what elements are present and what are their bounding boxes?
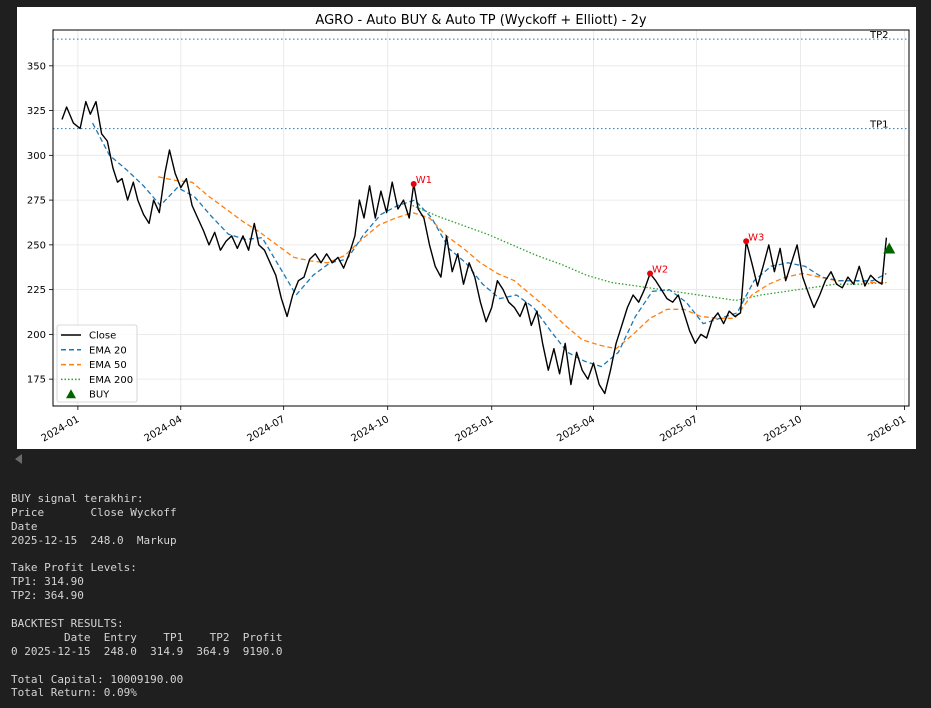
wave-marker-w1 (410, 180, 417, 187)
legend-label: BUY (89, 390, 110, 401)
console-output: BUY signal terakhir: Price Close Wyckoff D… (11, 492, 283, 700)
console-line (11, 548, 283, 562)
x-tick-label: 2026-01 (866, 414, 908, 444)
tp-label-tp2: TP2 (869, 30, 889, 41)
y-tick-label: 200 (27, 330, 46, 341)
console-line (11, 603, 283, 617)
wave-label-w1: W1 (416, 175, 432, 186)
series-line-ema-200 (412, 204, 887, 302)
legend-box (56, 324, 138, 403)
chart-title: AGRO - Auto BUY & Auto TP (Wyckoff + Ell… (315, 13, 646, 28)
axis-ticks: 175 200 225 250 275 300 325 350 2024-01 2024-04 20… (27, 61, 908, 444)
console-line: Date Entry TP1 TP2 Profit (11, 630, 283, 644)
y-tick-label: 175 (27, 375, 46, 386)
y-tick-label: 250 (27, 240, 46, 251)
console-line: Price Close Wyckoff (11, 505, 177, 519)
x-tick-label: 2025-10 (762, 414, 804, 444)
chart-legend: Close EMA 20 EMA 50 EMA 200 BUY (56, 324, 138, 403)
x-tick-label: 2024-07 (245, 414, 287, 444)
scroll-left-arrow-icon[interactable] (15, 454, 22, 464)
x-tick-label: 2024-04 (143, 414, 185, 444)
legend-label: EMA 50 (89, 360, 127, 371)
y-tick-label: 225 (27, 285, 46, 296)
x-tick-label: 2025-01 (454, 414, 496, 444)
chart-svg: AGRO - Auto BUY & Auto TP (Wyckoff + Ell… (27, 13, 910, 444)
wave-label-w3: W3 (748, 232, 764, 243)
y-tick-label: 350 (27, 61, 46, 72)
x-tick-label: 2024-10 (350, 414, 392, 444)
series-line-close (61, 100, 888, 395)
console-line: 2025-12-15 248.0 Markup (11, 533, 177, 547)
take-profit-lines: TP2 TP1 (53, 30, 909, 131)
tp-label-tp1: TP1 (869, 120, 889, 131)
console-line (11, 659, 283, 673)
console-line: BUY signal terakhir: (11, 492, 144, 505)
buy-marker-icon (883, 242, 896, 254)
x-tick-label: 2025-04 (555, 414, 597, 444)
plot-area-border (52, 29, 910, 407)
console-line: Take Profit Levels: (11, 561, 137, 575)
series-lines (61, 100, 888, 395)
x-tick-label: 2024-01 (40, 414, 82, 444)
grid-lines (53, 30, 909, 406)
legend-label: Close (89, 331, 116, 342)
console-line: BACKTEST RESULTS: (11, 617, 124, 631)
console-line: TP2: 364.90 (11, 589, 84, 603)
console-line: TP1: 314.90 (11, 575, 84, 589)
signal-markers: W1 W2 W3 (410, 175, 896, 277)
legend-label: EMA 200 (89, 375, 133, 386)
y-tick-label: 275 (27, 196, 46, 207)
x-tick-label: 2025-07 (658, 414, 700, 444)
wave-label-w2: W2 (652, 265, 668, 276)
legend-label: EMA 20 (89, 345, 127, 356)
series-line-ema-50 (158, 176, 887, 350)
console-line: Date (11, 519, 38, 533)
chart-output-image: AGRO - Auto BUY & Auto TP (Wyckoff + Ell… (17, 7, 916, 449)
legend-buy-icon (66, 389, 76, 399)
console-line: 0 2025-12-15 248.0 314.9 364.9 9190.0 (11, 644, 283, 658)
console-line: Total Return: 0.09% (11, 686, 137, 700)
wave-marker-w3 (743, 238, 750, 245)
console-line: Total Capital: 10009190.00 (11, 672, 184, 686)
y-tick-label: 300 (27, 151, 46, 162)
y-tick-label: 325 (27, 106, 46, 117)
wave-marker-w2 (647, 270, 654, 277)
